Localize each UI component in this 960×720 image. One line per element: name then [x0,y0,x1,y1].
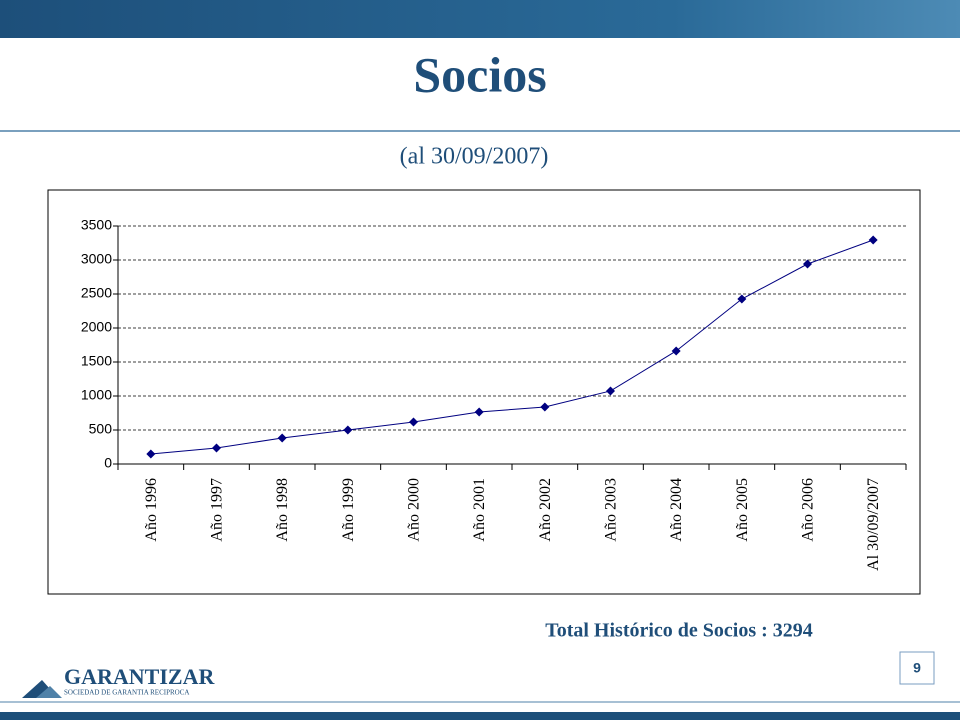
y-tick-label: 2000 [81,319,112,335]
slide-title: Socios [413,46,546,102]
subtitle: (al 30/09/2007) [400,144,549,170]
x-tick-label: Año 2005 [734,478,751,542]
header-band [0,0,960,38]
logo-icon [36,686,62,698]
total-label: Total Histórico de Socios : 3294 [545,620,813,642]
marker [803,259,812,269]
x-tick-label: Año 2001 [471,478,488,542]
marker [540,402,550,412]
logo: GARANTIZAR SOCIEDAD DE GARANTIA RECIPROC… [22,664,215,698]
footer-band [0,712,960,720]
page-number: 9 [913,660,921,676]
series-line [150,239,874,455]
x-tick-label: Año 2004 [668,478,685,542]
marker [737,294,747,304]
marker [671,346,681,356]
x-tick-label: Año 1999 [340,478,357,542]
marker [868,235,878,245]
chart-frame [47,189,921,595]
logo-tagline: SOCIEDAD DE GARANTIA RECIPROCA [64,689,189,697]
marker [409,417,418,427]
marker [474,407,484,417]
y-tick-label: 3000 [81,251,112,267]
y-tick-label: 1000 [81,387,112,403]
logo-name: GARANTIZAR [64,664,215,689]
x-tick-label: Año 1997 [209,478,226,542]
y-tick-label: 500 [89,421,113,437]
x-tick-label: Año 1996 [143,478,160,542]
x-tick-label: Año 2000 [406,478,423,542]
marker [343,425,353,435]
plot: 0 500 1000 1500 2000 2500 3000 3500 Año 1996 Año … [81,217,907,571]
marker [277,433,287,443]
marker [146,449,156,459]
y-tick-label: 0 [104,455,112,471]
x-tick-label: Al 30/09/2007 [865,478,882,571]
y-tick-label: 3500 [81,217,112,233]
y-tick-label: 2500 [81,285,112,301]
x-tick-label: Año 2006 [800,478,817,542]
page-number-box [899,651,935,685]
y-tick-label: 1500 [81,353,112,369]
x-tick-label: Año 2002 [537,478,554,542]
x-tick-label: Año 1998 [274,478,291,542]
x-tick-label: Año 2003 [603,478,620,542]
marker [606,386,615,396]
marker [212,443,221,453]
